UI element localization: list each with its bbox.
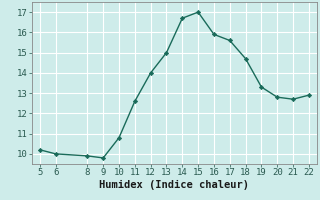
X-axis label: Humidex (Indice chaleur): Humidex (Indice chaleur) xyxy=(100,180,249,190)
